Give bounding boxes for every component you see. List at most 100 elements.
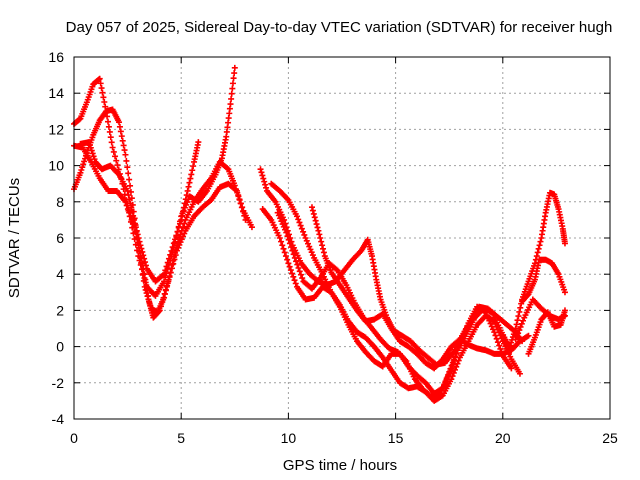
- data-point: [513, 333, 520, 340]
- data-point: [289, 270, 296, 277]
- x-tick-label: 5: [177, 430, 185, 446]
- data-point: [141, 271, 148, 278]
- data-point: [230, 75, 237, 82]
- data-point: [297, 271, 304, 278]
- data-point: [116, 123, 123, 130]
- data-point: [127, 200, 134, 207]
- data-point: [297, 222, 304, 229]
- data-point: [561, 307, 568, 314]
- series-track-3: [71, 142, 249, 321]
- data-point: [320, 245, 327, 252]
- data-point: [313, 221, 320, 228]
- data-point: [175, 224, 182, 231]
- data-point: [231, 70, 238, 77]
- y-tick-label: 8: [56, 194, 64, 210]
- data-point: [142, 276, 149, 283]
- data-point: [159, 299, 166, 306]
- data-point: [453, 363, 460, 370]
- data-point: [127, 188, 134, 195]
- data-point: [312, 217, 319, 224]
- data-point: [188, 171, 195, 178]
- data-point: [319, 242, 326, 249]
- data-point: [295, 216, 302, 223]
- x-tick-label: 0: [70, 430, 78, 446]
- y-axis-label: SDTVAR / TECUs: [6, 178, 23, 298]
- data-point: [452, 353, 459, 360]
- data-point: [507, 342, 514, 349]
- data-point: [166, 274, 173, 281]
- data-point: [238, 204, 245, 211]
- data-point: [176, 220, 183, 227]
- series-track-11: [519, 256, 568, 305]
- data-point: [311, 214, 318, 221]
- data-point: [294, 261, 301, 268]
- data-point: [184, 187, 191, 194]
- data-point: [278, 238, 285, 245]
- data-point: [287, 267, 294, 274]
- data-point: [242, 216, 249, 223]
- data-point: [106, 128, 113, 135]
- data-point: [169, 244, 176, 251]
- data-point: [145, 292, 152, 299]
- data-point: [288, 244, 295, 251]
- data-point: [228, 95, 235, 102]
- data-point: [293, 213, 300, 220]
- data-point: [164, 282, 171, 289]
- series-track-4: [77, 139, 202, 285]
- data-point: [119, 137, 126, 144]
- data-point: [493, 335, 500, 342]
- data-point: [140, 252, 147, 259]
- data-point: [102, 103, 109, 110]
- data-point: [169, 265, 176, 272]
- data-point: [101, 98, 108, 105]
- data-point: [160, 294, 167, 301]
- data-point: [125, 192, 132, 199]
- data-point: [229, 85, 236, 92]
- data-point: [86, 139, 93, 146]
- data-point: [180, 204, 187, 211]
- y-tick-label: 0: [56, 339, 64, 355]
- data-point: [121, 147, 128, 154]
- x-tick-label: 20: [495, 430, 511, 446]
- data-point: [173, 232, 180, 239]
- data-point: [286, 240, 293, 247]
- data-point: [227, 101, 234, 108]
- data-point: [309, 207, 316, 214]
- series-track-9: [308, 204, 532, 372]
- x-tick-label: 10: [281, 430, 297, 446]
- data-point: [262, 181, 269, 188]
- data-point: [284, 233, 291, 240]
- data-point: [516, 370, 523, 377]
- data-point: [290, 251, 297, 258]
- data-point: [139, 248, 146, 255]
- data-point: [157, 303, 164, 310]
- data-point: [443, 375, 450, 382]
- chart-title: Day 057 of 2025, Sidereal Day-to-day VTE…: [66, 19, 613, 36]
- y-tick-label: -2: [52, 375, 65, 391]
- data-point: [162, 267, 169, 274]
- data-point: [77, 169, 84, 176]
- data-point: [308, 204, 315, 211]
- data-point: [117, 128, 124, 135]
- data-point: [161, 290, 168, 297]
- data-point: [183, 192, 190, 199]
- data-point: [90, 153, 97, 160]
- data-point: [441, 381, 448, 388]
- data-point: [260, 175, 267, 182]
- y-tick-label: 12: [48, 121, 64, 137]
- data-point: [187, 175, 194, 182]
- data-point: [318, 238, 325, 245]
- data-point: [189, 167, 196, 174]
- data-point: [517, 323, 524, 330]
- data-point: [125, 170, 132, 177]
- data-point: [137, 242, 144, 249]
- data-point: [124, 206, 131, 213]
- data-point: [494, 339, 501, 346]
- data-point: [156, 307, 163, 314]
- data-point: [295, 264, 302, 271]
- data-point: [285, 260, 292, 267]
- data-point: [283, 229, 290, 236]
- series-track-5: [257, 166, 526, 368]
- data-point: [301, 231, 308, 238]
- data-point: [167, 251, 174, 258]
